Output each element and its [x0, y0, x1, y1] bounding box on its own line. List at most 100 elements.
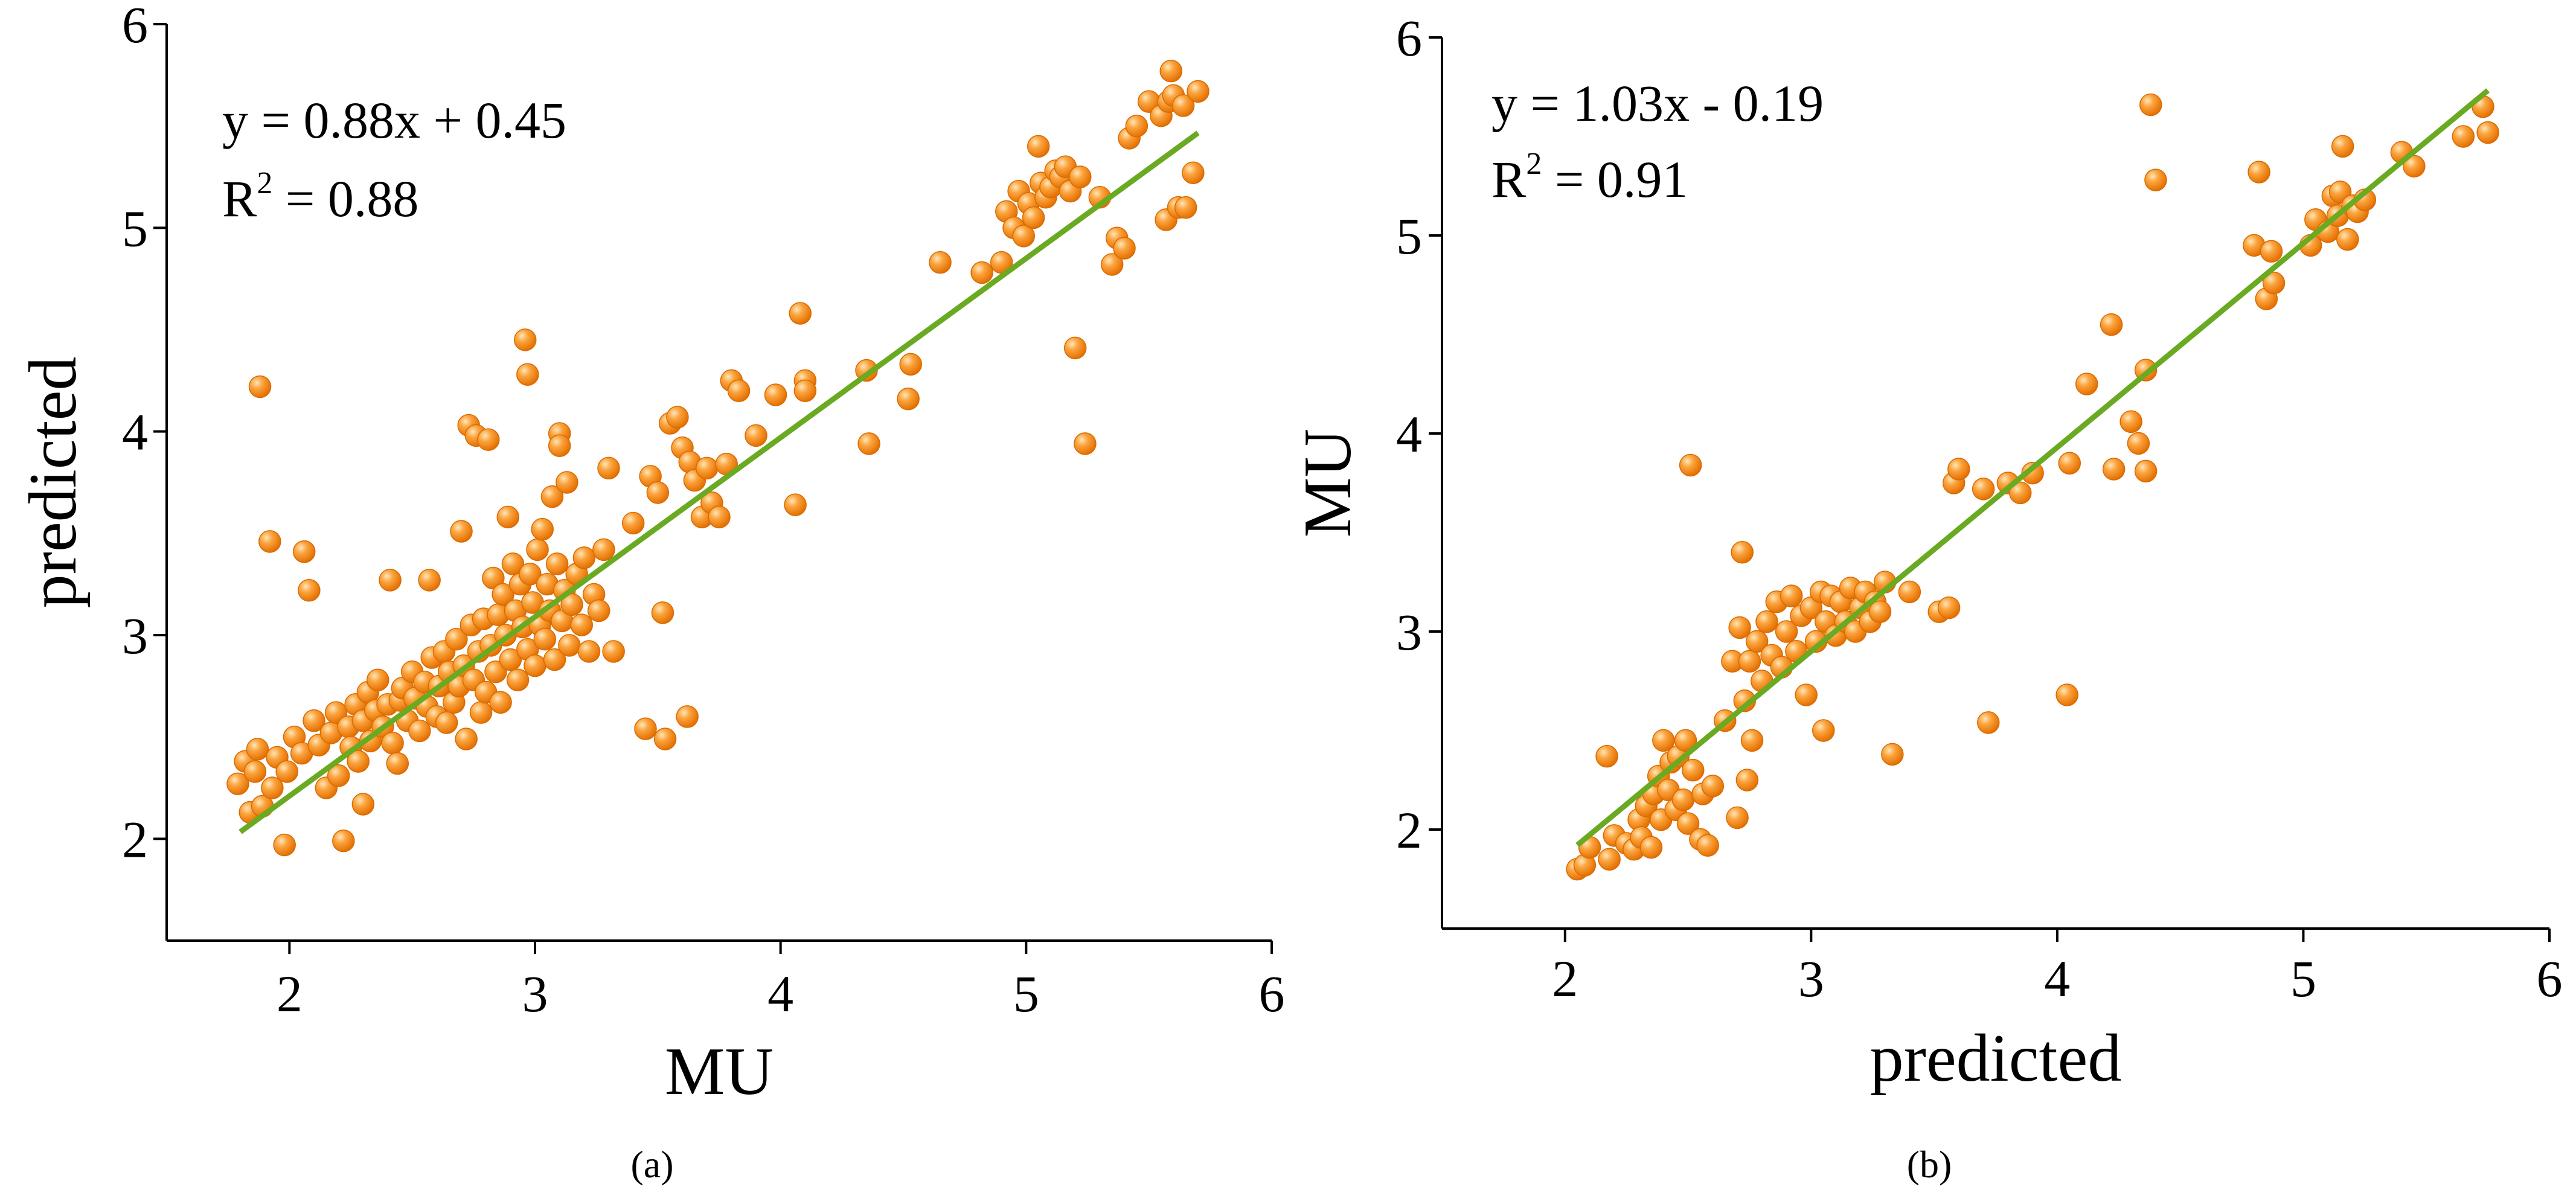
data-point-b-99: [2331, 135, 2354, 158]
x-tick-label-a-0: 2: [277, 965, 303, 1023]
data-point-b-40: [1755, 610, 1778, 633]
data-point-a-140: [897, 387, 920, 411]
data-point-a-3: [243, 760, 267, 783]
data-point-b-91: [2260, 240, 2283, 263]
data-point-b-87: [2144, 168, 2167, 191]
data-point-a-46: [418, 569, 441, 592]
data-point-a-75: [496, 505, 520, 529]
plot-area-a: [165, 24, 1272, 942]
y-tick-label-a-2: 4: [122, 403, 148, 461]
data-point-a-94: [540, 485, 564, 508]
r-squared-r-b: R: [1491, 150, 1527, 208]
x-tick-label-b-2: 4: [2044, 950, 2070, 1008]
data-point-a-88: [526, 538, 549, 561]
data-point-a-118: [653, 728, 677, 750]
data-point-a-110: [592, 538, 615, 561]
y-tick-label-b-1: 3: [1396, 603, 1422, 661]
data-point-a-70: [484, 660, 507, 683]
data-point-b-23: [1679, 453, 1702, 477]
data-point-a-37: [386, 752, 409, 775]
data-point-a-105: [570, 613, 594, 636]
data-point-b-64: [1868, 600, 1892, 623]
data-point-b-37: [1740, 729, 1764, 752]
data-point-a-77: [501, 552, 525, 575]
data-point-a-160: [1069, 165, 1092, 188]
data-point-a-167: [1125, 114, 1149, 138]
data-point-b-20: [1671, 788, 1695, 811]
data-point-b-24: [1681, 758, 1705, 782]
data-point-a-79: [506, 668, 530, 691]
data-point-b-86: [2139, 93, 2162, 117]
data-point-a-90: [531, 517, 554, 541]
equation-label-b: y = 1.03x - 0.19: [1491, 74, 1824, 132]
data-point-b-27: [1696, 834, 1719, 857]
data-point-b-69: [1937, 596, 1961, 619]
data-point-a-134: [784, 493, 807, 516]
x-tick-label-b-1: 3: [1798, 950, 1824, 1008]
data-point-b-44: [1775, 620, 1798, 643]
x-tick-label-a-2: 4: [767, 965, 793, 1023]
x-axis-title-a: MU: [665, 1034, 774, 1109]
plot-area-b: [1441, 37, 2549, 930]
r-squared-label-a: R2 = 0.88: [222, 166, 418, 228]
data-point-a-102: [558, 634, 581, 657]
data-point-a-151: [1027, 135, 1050, 158]
data-point-a-7: [258, 530, 281, 553]
data-point-b-83: [2127, 432, 2150, 455]
data-point-b-38: [1745, 630, 1769, 653]
data-point-a-36: [381, 732, 404, 755]
data-point-a-91: [533, 627, 557, 651]
data-point-b-76: [2021, 461, 2044, 485]
data-point-a-98: [548, 434, 571, 458]
data-point-b-85: [2134, 459, 2158, 483]
y-tick-label-b-4: 6: [1396, 9, 1422, 67]
data-point-a-161: [1074, 432, 1097, 455]
caption-a: (a): [630, 1143, 673, 1186]
data-point-a-73: [492, 583, 514, 606]
data-point-a-58: [455, 728, 478, 750]
data-point-a-85: [519, 563, 542, 586]
data-point-a-22: [332, 829, 355, 852]
data-point-b-92: [2262, 271, 2286, 295]
data-point-b-45: [1780, 584, 1803, 607]
data-point-a-177: [1182, 161, 1205, 185]
x-tick-label-b-3: 5: [2290, 950, 2316, 1008]
r-squared-exp-a: 2: [257, 166, 272, 200]
data-point-a-95: [543, 648, 566, 671]
data-point-a-76: [499, 648, 522, 671]
data-point-a-131: [727, 379, 751, 402]
y-axis-title-b: MU: [1290, 429, 1365, 537]
data-point-a-6: [248, 375, 272, 398]
y-ticks-a: 2 3 4 5 6: [122, 0, 167, 868]
data-point-b-48: [1795, 683, 1818, 706]
data-point-b-4: [1598, 848, 1621, 871]
data-point-a-117: [651, 601, 674, 624]
data-point-a-43: [408, 719, 431, 743]
data-point-b-80: [2100, 313, 2123, 336]
data-point-a-133: [764, 383, 787, 406]
y-tick-label-a-1: 3: [122, 607, 148, 665]
data-point-b-32: [1728, 616, 1751, 639]
data-point-a-128: [708, 505, 731, 529]
x-ticks-a: 2 3 4 5 6: [277, 941, 1285, 1023]
data-point-b-52: [1812, 719, 1835, 742]
x-tick-label-a-4: 6: [1259, 965, 1285, 1023]
data-point-a-172: [1159, 59, 1183, 83]
data-point-a-113: [621, 511, 645, 535]
data-point-a-106: [572, 546, 596, 569]
points-a: [226, 59, 1210, 857]
data-point-a-132: [745, 424, 767, 447]
data-point-a-114: [634, 717, 657, 740]
data-point-a-82: [513, 328, 537, 351]
fit-line-a: [239, 130, 1200, 834]
data-point-a-103: [560, 593, 583, 616]
data-point-a-26: [347, 750, 370, 773]
data-point-b-73: [1977, 711, 2000, 734]
data-point-b-33: [1731, 541, 1754, 564]
data-point-a-176: [1174, 196, 1197, 219]
x-tick-label-b-4: 6: [2537, 950, 2563, 1008]
data-point-a-111: [597, 456, 620, 480]
data-point-b-35: [1735, 769, 1759, 792]
data-point-a-148: [1012, 225, 1036, 248]
data-point-a-10: [273, 833, 296, 857]
